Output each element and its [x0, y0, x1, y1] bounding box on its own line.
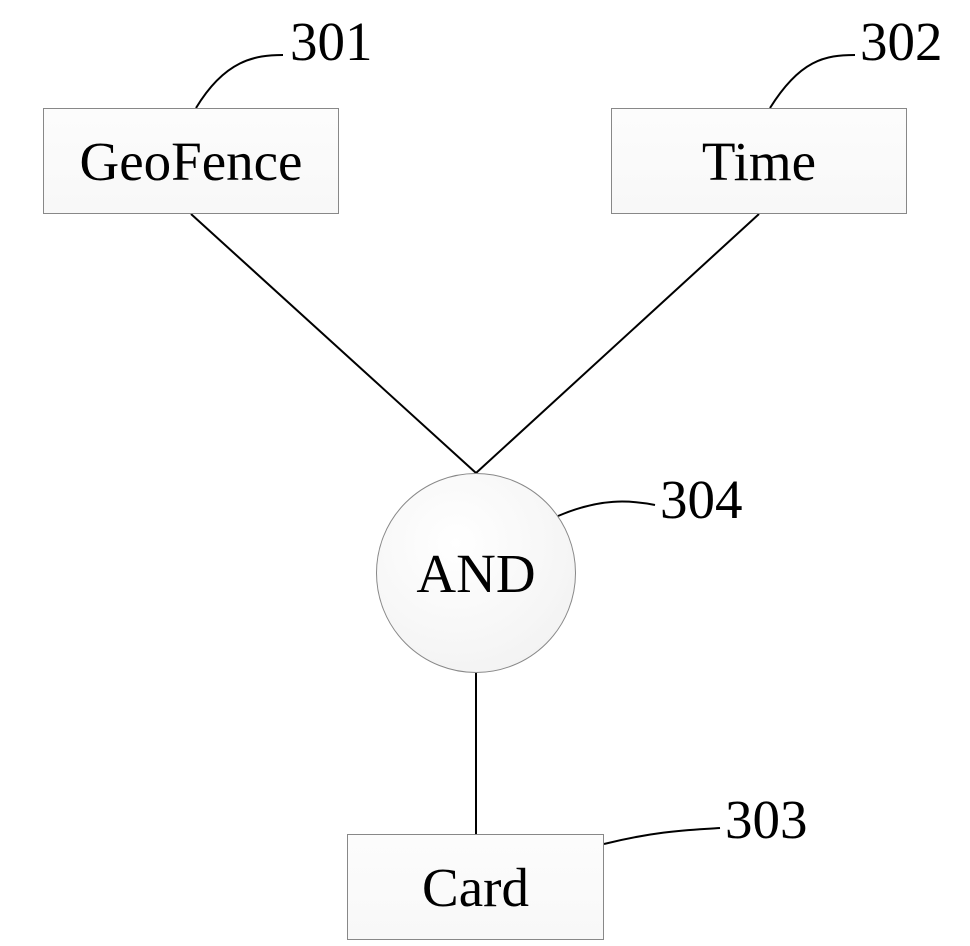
edge-geofence-and [191, 214, 476, 473]
diagram-container: GeoFence Time AND Card 301 302 304 303 [0, 0, 970, 946]
leader-301 [196, 55, 283, 108]
leader-302 [770, 55, 855, 108]
node-time: Time [611, 108, 907, 214]
node-geofence: GeoFence [43, 108, 339, 214]
edge-time-and [476, 214, 759, 473]
ref-label-301: 301 [290, 10, 373, 73]
node-and: AND [376, 473, 576, 673]
ref-label-304: 304 [660, 468, 743, 531]
node-geofence-text: GeoFence [80, 130, 303, 193]
ref-label-302: 302 [860, 10, 943, 73]
ref-label-303: 303 [725, 788, 808, 851]
node-and-text: AND [416, 542, 535, 605]
node-time-text: Time [702, 130, 816, 193]
node-card-text: Card [422, 856, 529, 919]
leader-304 [558, 502, 655, 516]
leader-303 [604, 828, 720, 844]
node-card: Card [347, 834, 604, 940]
